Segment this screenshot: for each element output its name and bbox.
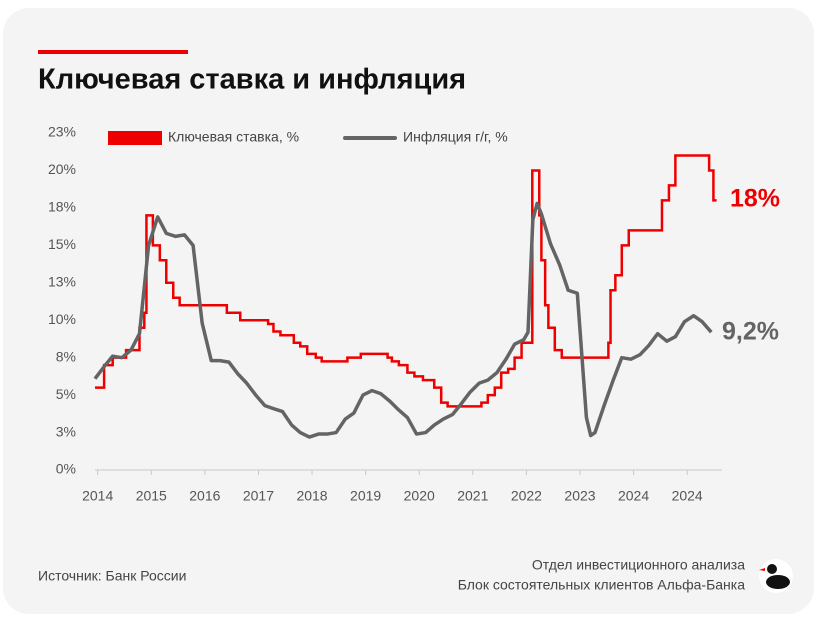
end-annotation: 18% (730, 185, 780, 213)
y-tick-label: 8% (56, 348, 76, 364)
y-tick-label: 20% (48, 161, 76, 177)
inflation-line (93, 201, 713, 439)
y-tick-label: 23% (48, 124, 76, 140)
source: Источник: Банк России (38, 568, 186, 584)
legend-label: Ключевая ставка, % (168, 129, 299, 145)
x-tick-label: 2017 (243, 488, 274, 504)
credit-line: Блок состоятельных клиентов Альфа-Банка (458, 577, 746, 593)
y-tick-label: 10% (48, 311, 76, 327)
key-rate-line (95, 154, 717, 408)
x-tick-label: 2018 (296, 488, 327, 504)
x-tick-label: 2019 (350, 488, 381, 504)
y-tick-label: 0% (56, 461, 76, 477)
end-annotation: 9,2% (722, 318, 779, 346)
y-tick-label: 5% (56, 386, 76, 402)
x-tick-label: 2022 (511, 488, 542, 504)
y-tick-label: 15% (48, 236, 76, 252)
x-tick-label: 2023 (564, 488, 595, 504)
x-tick-label: 2021 (457, 488, 488, 504)
x-tick-label: 2024 (618, 488, 649, 504)
x-tick-label: 2014 (82, 488, 113, 504)
y-tick-label: 13% (48, 273, 76, 289)
logo (759, 559, 793, 593)
x-tick-label: 2024 (672, 488, 703, 504)
legend-swatch (108, 131, 162, 145)
chart-title: Ключевая ставка и инфляция (38, 64, 466, 96)
x-tick-label: 2016 (189, 488, 220, 504)
title-accent (38, 50, 188, 54)
y-tick-label: 18% (48, 199, 76, 215)
x-tick-label: 2015 (136, 488, 167, 504)
card (3, 8, 814, 614)
x-tick-label: 2020 (404, 488, 435, 504)
credit-line: Отдел инвестиционного анализа (532, 557, 745, 573)
y-tick-label: 3% (56, 423, 76, 439)
legend-label: Инфляция г/г, % (403, 129, 508, 145)
